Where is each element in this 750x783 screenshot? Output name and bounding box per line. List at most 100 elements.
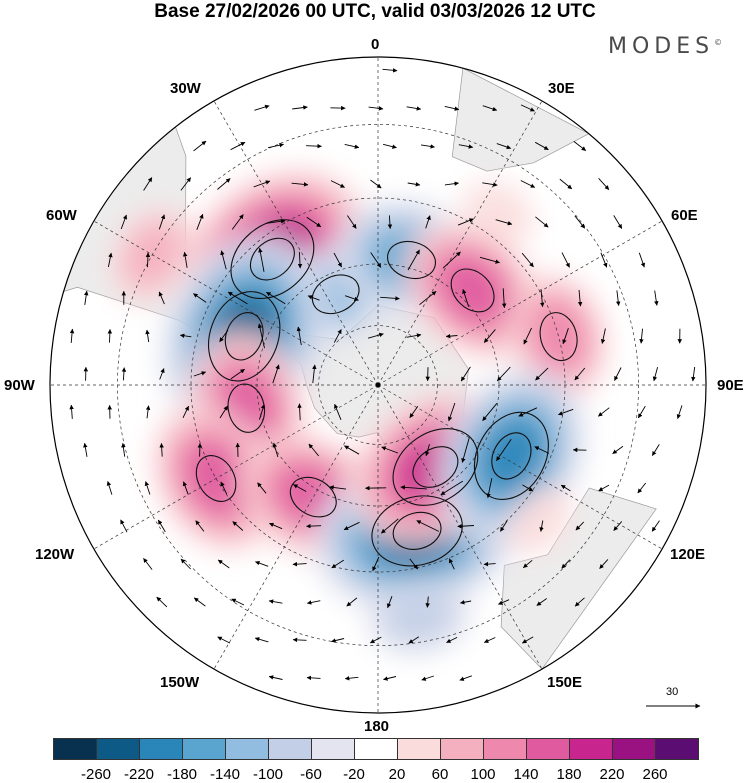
legend-tick-label: 220 bbox=[599, 766, 625, 783]
wind-vector bbox=[561, 252, 570, 268]
legend-tick-label: -140 bbox=[209, 766, 241, 783]
meridian-line bbox=[377, 100, 543, 386]
wind-vector bbox=[334, 403, 342, 420]
wind-vector bbox=[145, 405, 151, 419]
wind-vector bbox=[330, 180, 345, 188]
wind-vector bbox=[230, 141, 246, 151]
meridian-line bbox=[377, 384, 663, 550]
wind-vector bbox=[232, 521, 244, 531]
wind-vector bbox=[217, 636, 231, 644]
wind-vector bbox=[459, 675, 472, 681]
legend-tick-label: -100 bbox=[252, 766, 284, 783]
legend-tick-label: -180 bbox=[166, 766, 198, 783]
wind-vector bbox=[253, 180, 271, 188]
legend-tick-label: -260 bbox=[80, 766, 112, 783]
wind-vector bbox=[293, 484, 307, 492]
wind-vector bbox=[560, 484, 571, 492]
wind-vector bbox=[407, 182, 421, 187]
wind-vector bbox=[460, 366, 471, 382]
wind-vector bbox=[372, 556, 380, 572]
wind-vector bbox=[121, 442, 126, 457]
wind-vector bbox=[612, 445, 624, 455]
wind-vector bbox=[691, 366, 696, 382]
wind-vector bbox=[254, 637, 269, 643]
wind-vector bbox=[179, 333, 192, 339]
wind-vector bbox=[461, 437, 470, 463]
wind-vector bbox=[637, 482, 647, 494]
wind-vector bbox=[573, 141, 587, 151]
legend-swatch bbox=[612, 738, 656, 760]
wind-vector bbox=[574, 597, 585, 607]
wind-vector bbox=[182, 251, 188, 268]
legend-tick-label: -220 bbox=[123, 766, 155, 783]
wind-vector bbox=[462, 289, 470, 307]
contour-line bbox=[289, 476, 337, 518]
wind-vector bbox=[254, 104, 270, 111]
wind-vector bbox=[266, 291, 286, 305]
wind-vector bbox=[495, 219, 513, 226]
wind-vector bbox=[331, 559, 345, 569]
wind-vector bbox=[306, 523, 322, 529]
wind-vector bbox=[496, 439, 512, 462]
wind-vector bbox=[266, 219, 286, 224]
wind-vector bbox=[577, 289, 583, 307]
wind-vector bbox=[559, 178, 573, 190]
wind-vector bbox=[400, 485, 427, 490]
wind-vector bbox=[306, 600, 321, 605]
wind-vector bbox=[409, 558, 419, 570]
lon-label-120e: 120E bbox=[670, 546, 706, 563]
wind-vector bbox=[574, 215, 586, 229]
wind-vector bbox=[639, 328, 644, 344]
wind-vector bbox=[425, 215, 431, 229]
lon-label-60e: 60E bbox=[671, 207, 698, 224]
wind-vector bbox=[193, 293, 207, 303]
wind-vector bbox=[292, 637, 307, 643]
legend-swatch bbox=[53, 738, 97, 760]
wind-vector bbox=[442, 251, 461, 269]
wind-vector bbox=[257, 323, 265, 349]
wind-vector bbox=[346, 597, 358, 607]
lon-label-0: 0 bbox=[371, 36, 380, 53]
contour-line bbox=[249, 237, 295, 281]
wind-vector bbox=[408, 636, 420, 644]
wind-vector bbox=[182, 481, 189, 495]
wind-vector bbox=[195, 520, 205, 532]
wind-vector bbox=[182, 405, 190, 418]
legend-tick-label: 100 bbox=[470, 766, 496, 783]
wind-vector bbox=[307, 295, 320, 301]
wind-vector bbox=[520, 180, 536, 188]
wind-vector bbox=[598, 407, 610, 417]
wind-vector bbox=[382, 143, 397, 149]
reference-vector-label: 30 bbox=[666, 686, 679, 698]
wind-vector bbox=[444, 181, 459, 186]
wind-vector bbox=[562, 328, 569, 345]
contour-line bbox=[491, 432, 532, 480]
wind-vector bbox=[220, 250, 227, 270]
wind-vector bbox=[482, 403, 498, 421]
contour-line bbox=[392, 428, 479, 506]
wind-vector bbox=[440, 480, 464, 496]
wind-vector bbox=[496, 366, 511, 382]
wind-vector bbox=[421, 675, 434, 681]
wind-vector bbox=[498, 599, 510, 605]
wind-vector bbox=[257, 482, 267, 494]
polar-map bbox=[49, 56, 707, 714]
wind-vector bbox=[539, 289, 545, 308]
wind-vector bbox=[483, 637, 496, 643]
wind-vector bbox=[369, 636, 382, 644]
contour-line bbox=[450, 268, 495, 313]
wind-vector bbox=[380, 296, 400, 301]
wind-vector bbox=[482, 105, 498, 112]
meridian-line bbox=[213, 384, 379, 670]
modes-logo: MODES© bbox=[608, 34, 722, 59]
wind-vector bbox=[381, 518, 399, 534]
legend-swatch bbox=[569, 738, 613, 760]
wind-vector bbox=[615, 290, 621, 306]
wind-vector bbox=[306, 675, 321, 681]
wind-vector bbox=[306, 143, 322, 149]
wind-vector-layer bbox=[69, 68, 696, 681]
contour-line bbox=[387, 240, 436, 280]
wind-vector bbox=[120, 214, 128, 230]
wind-vector bbox=[217, 559, 230, 569]
wind-vector bbox=[479, 256, 500, 264]
